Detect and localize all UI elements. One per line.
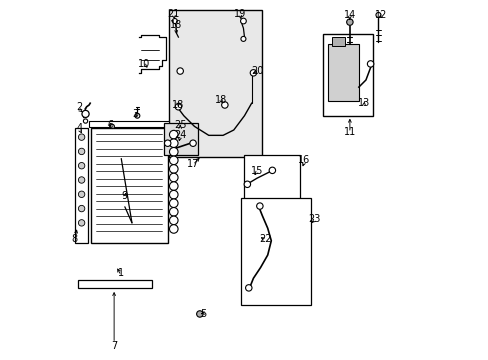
Circle shape bbox=[164, 140, 171, 147]
Text: 24: 24 bbox=[174, 130, 186, 140]
Circle shape bbox=[169, 139, 178, 148]
Bar bbox=[164, 123, 198, 155]
Text: 18: 18 bbox=[215, 95, 227, 105]
Circle shape bbox=[250, 69, 256, 76]
Circle shape bbox=[172, 18, 177, 23]
Bar bbox=[78, 280, 151, 288]
Text: 23: 23 bbox=[307, 214, 320, 224]
Circle shape bbox=[78, 148, 84, 155]
Bar bbox=[328, 44, 358, 102]
Circle shape bbox=[78, 191, 84, 198]
Text: 2: 2 bbox=[76, 102, 82, 112]
Bar bbox=[241, 198, 310, 305]
Circle shape bbox=[169, 173, 178, 182]
Text: 21: 21 bbox=[167, 9, 180, 19]
Circle shape bbox=[78, 177, 84, 183]
Text: 17: 17 bbox=[186, 159, 199, 169]
Circle shape bbox=[169, 130, 178, 139]
Circle shape bbox=[221, 102, 227, 108]
Circle shape bbox=[82, 111, 89, 117]
Text: 15: 15 bbox=[250, 166, 263, 176]
Text: 9: 9 bbox=[122, 191, 128, 201]
Circle shape bbox=[83, 119, 87, 123]
Circle shape bbox=[169, 225, 178, 233]
Circle shape bbox=[110, 124, 114, 129]
Circle shape bbox=[78, 220, 84, 226]
Circle shape bbox=[346, 19, 352, 25]
Circle shape bbox=[169, 156, 178, 165]
Text: 18: 18 bbox=[172, 100, 184, 110]
Circle shape bbox=[169, 207, 178, 216]
Circle shape bbox=[189, 140, 196, 147]
Text: 19: 19 bbox=[234, 9, 246, 19]
Bar bbox=[169, 10, 262, 157]
Text: 25: 25 bbox=[174, 120, 186, 130]
Circle shape bbox=[245, 285, 251, 291]
Bar bbox=[75, 128, 88, 243]
Circle shape bbox=[169, 165, 178, 173]
Circle shape bbox=[196, 311, 203, 317]
Circle shape bbox=[240, 18, 246, 24]
Bar bbox=[331, 37, 344, 46]
Text: 3: 3 bbox=[132, 109, 138, 119]
Circle shape bbox=[366, 61, 373, 67]
Circle shape bbox=[78, 162, 84, 169]
Text: 8: 8 bbox=[72, 234, 78, 244]
Circle shape bbox=[169, 216, 178, 225]
Text: 14: 14 bbox=[343, 10, 355, 20]
Bar bbox=[323, 33, 372, 116]
Circle shape bbox=[241, 36, 245, 41]
Text: 1: 1 bbox=[118, 268, 124, 278]
Circle shape bbox=[169, 148, 178, 156]
Circle shape bbox=[268, 167, 275, 174]
Circle shape bbox=[135, 113, 140, 118]
Text: 18: 18 bbox=[169, 19, 182, 30]
Circle shape bbox=[375, 13, 380, 18]
Circle shape bbox=[177, 68, 183, 74]
Text: 11: 11 bbox=[343, 127, 355, 137]
Circle shape bbox=[175, 104, 181, 110]
Text: 7: 7 bbox=[111, 341, 117, 351]
Text: 16: 16 bbox=[298, 156, 310, 165]
Bar bbox=[244, 155, 299, 205]
Bar bbox=[89, 121, 169, 127]
Text: 13: 13 bbox=[357, 98, 369, 108]
Text: 4: 4 bbox=[76, 123, 82, 133]
Text: 6: 6 bbox=[107, 120, 113, 130]
Circle shape bbox=[169, 199, 178, 207]
Circle shape bbox=[244, 181, 250, 188]
Text: 5: 5 bbox=[200, 309, 206, 319]
Text: 20: 20 bbox=[250, 66, 263, 76]
Circle shape bbox=[78, 205, 84, 212]
Circle shape bbox=[256, 203, 263, 209]
Circle shape bbox=[169, 190, 178, 199]
Bar bbox=[91, 128, 167, 243]
Text: 12: 12 bbox=[374, 10, 386, 20]
Text: 22: 22 bbox=[259, 234, 271, 244]
Circle shape bbox=[78, 134, 84, 140]
Circle shape bbox=[169, 182, 178, 190]
Text: 10: 10 bbox=[138, 59, 150, 69]
